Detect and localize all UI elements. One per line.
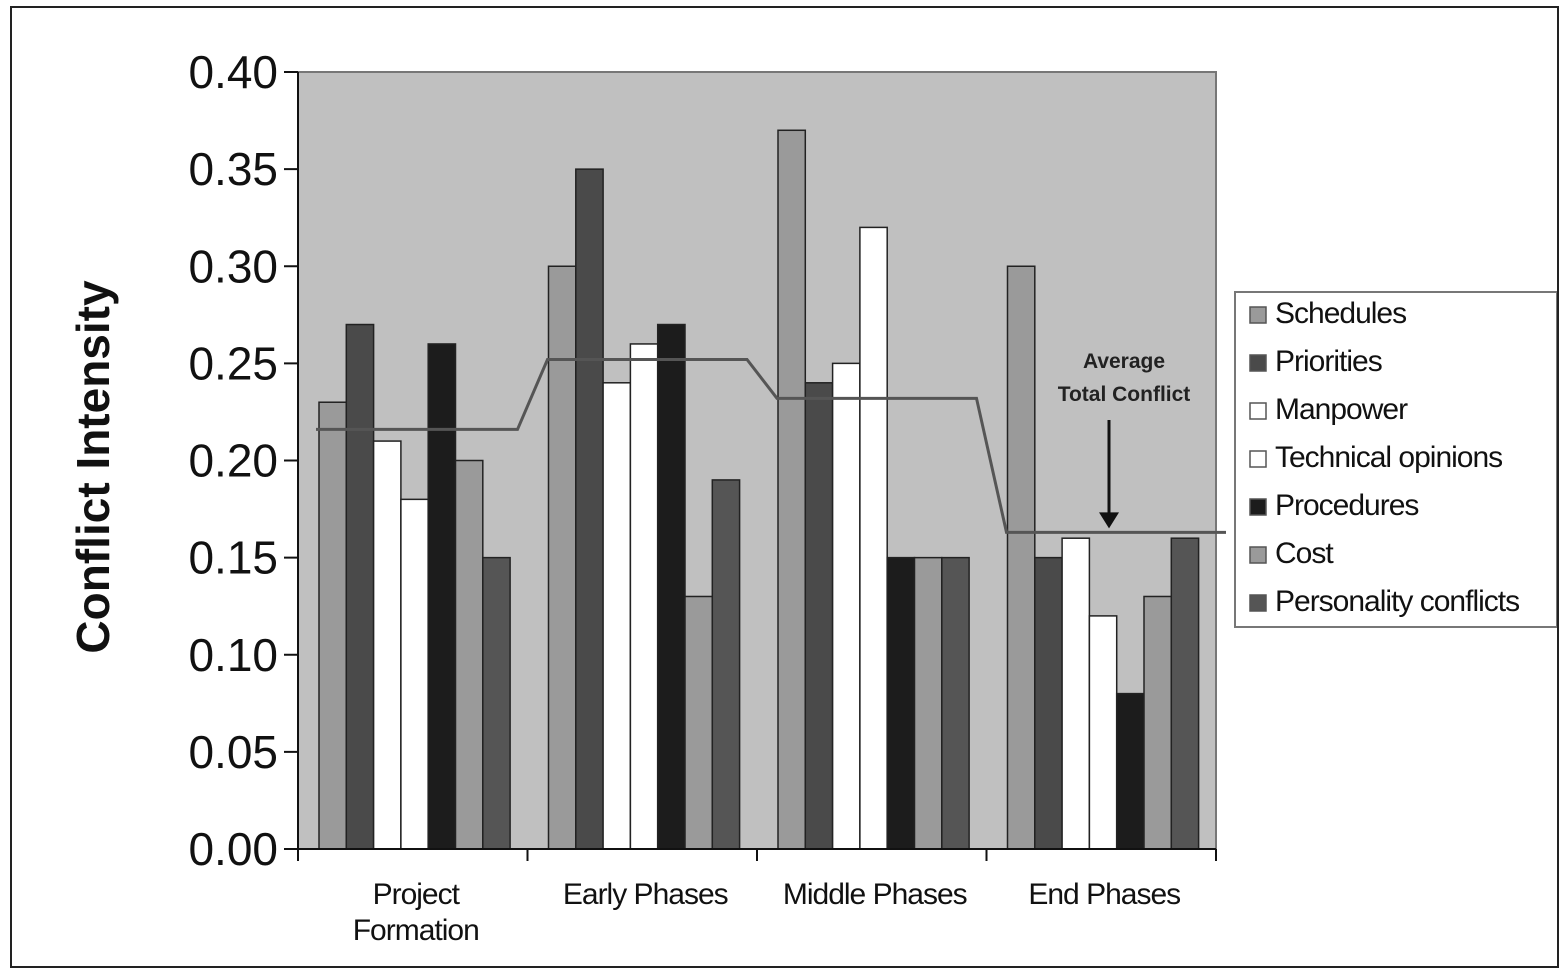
average-annotation: Average Total Conflict [1058,350,1191,529]
legend-label: Schedules [1275,297,1406,330]
bar-cost [1143,595,1173,850]
legend: Schedules Priorities Manpower Technical opi… [1234,291,1557,628]
bar-cost [684,595,714,850]
y-tick-label: 0.00 [188,823,278,875]
bar-manpower [831,362,861,850]
legend-swatch [1249,450,1267,468]
bar-procedures [427,343,457,850]
legend-label: Procedures [1275,489,1418,522]
chart-frame: 0.00 0.05 0.10 0.15 0.20 0.25 0.30 0.35 0.40 Pro… [10,6,1559,968]
bar-priorities [804,382,834,850]
bar-procedures [1115,692,1145,850]
annotation-arrow-head [1099,512,1119,529]
bar-personality-conflicts [1170,537,1200,850]
bar-manpower [1061,537,1091,850]
bar-manpower [602,382,632,850]
legend-swatch [1249,306,1267,324]
legend-box [1234,291,1557,628]
legend-label: Priorities [1275,345,1382,378]
legend-swatch [1249,498,1267,516]
y-tick-label: 0.30 [188,240,278,292]
category-label: Early Phases [563,878,728,911]
y-tick-label: 0.20 [188,435,278,487]
bar-priorities [345,323,375,850]
legend-swatch [1249,354,1267,372]
bar-cost [454,459,484,850]
bar-technical-opinions [629,343,659,850]
bar-schedules [777,129,807,850]
category-label: End Phases [1028,878,1180,911]
bar-personality-conflicts [941,556,970,850]
bar-technical-opinions [400,498,429,850]
bar-cost [913,556,943,850]
bar-schedules [547,265,577,850]
bar-schedules [1006,265,1036,850]
y-tick-label: 0.10 [188,629,278,681]
annotation-label: Total Conflict [1058,383,1191,406]
y-axis-label: Conflict Intensity [67,280,119,654]
average-total-conflict-line [316,357,1226,534]
average-line-layer [316,357,1226,534]
category-label: Middle Phases [783,878,967,911]
legend-label: Technical opinions [1275,441,1502,474]
y-tick-label: 0.40 [188,46,278,98]
legend-label: Manpower [1275,393,1408,426]
bar-personality-conflicts [711,479,741,850]
legend-swatch [1249,402,1267,420]
y-tick-label: 0.15 [188,532,278,584]
bar-priorities [1034,556,1063,850]
y-tick-label: 0.35 [188,143,278,195]
category-label: Formation [353,914,479,947]
annotation-label: Average [1083,350,1165,373]
bar-personality-conflicts [482,556,511,850]
bar-schedules [318,401,348,850]
y-axis: 0.00 0.05 0.10 0.15 0.20 0.25 0.30 0.35 0.40 [188,46,299,875]
y-tick-label: 0.05 [188,726,278,778]
bar-manpower [372,440,402,850]
bar-chart: 0.00 0.05 0.10 0.15 0.20 0.25 0.30 0.35 0.40 Pro… [67,46,1557,947]
legend-swatch [1249,594,1267,612]
category-label: Project [373,878,461,911]
bar-procedures [656,323,686,850]
legend-label: Personality conflicts [1275,585,1519,618]
bar-procedures [886,556,916,850]
bar-technical-opinions [859,226,888,850]
legend-label: Cost [1275,537,1334,570]
legend-swatch [1249,546,1267,564]
bars-layer [318,129,1200,850]
y-tick-label: 0.25 [188,337,278,389]
bar-technical-opinions [1088,615,1118,850]
bar-priorities [575,168,604,850]
